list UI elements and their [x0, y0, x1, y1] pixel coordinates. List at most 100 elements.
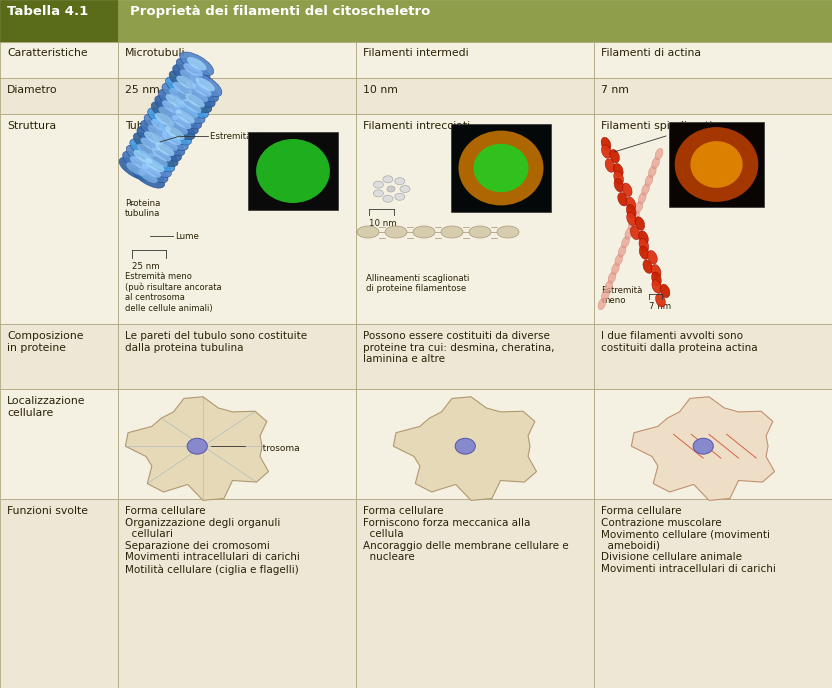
Ellipse shape	[126, 145, 160, 169]
Ellipse shape	[614, 178, 624, 192]
Bar	[356, 389, 594, 499]
Bar	[356, 42, 594, 78]
Text: Forma cellulare
Forniscono forza meccanica alla
  cellula
Ancoraggio delle membr: Forma cellulare Forniscono forza meccani…	[363, 506, 568, 562]
Ellipse shape	[179, 89, 212, 113]
Bar	[594, 499, 832, 688]
Ellipse shape	[175, 94, 209, 118]
Bar	[356, 114, 594, 324]
Ellipse shape	[168, 105, 201, 129]
Ellipse shape	[617, 193, 627, 206]
Ellipse shape	[144, 131, 164, 144]
Ellipse shape	[144, 114, 178, 138]
Ellipse shape	[610, 149, 620, 163]
Text: Filamenti di actina: Filamenti di actina	[601, 48, 701, 58]
Ellipse shape	[148, 137, 181, 161]
Ellipse shape	[631, 226, 640, 239]
Ellipse shape	[173, 65, 206, 88]
Ellipse shape	[130, 156, 150, 169]
Ellipse shape	[605, 281, 612, 292]
Text: 7 nm: 7 nm	[601, 85, 629, 95]
Ellipse shape	[138, 169, 157, 183]
Bar	[118, 324, 356, 389]
Ellipse shape	[169, 120, 188, 134]
Ellipse shape	[639, 246, 649, 259]
Ellipse shape	[158, 107, 178, 120]
Ellipse shape	[639, 238, 649, 252]
Ellipse shape	[126, 162, 146, 175]
Text: Estremità
meno: Estremità meno	[601, 286, 642, 305]
Ellipse shape	[655, 148, 663, 160]
Ellipse shape	[631, 210, 640, 222]
Text: Estremità più: Estremità più	[210, 132, 268, 141]
Ellipse shape	[648, 166, 656, 178]
Ellipse shape	[385, 226, 407, 238]
Ellipse shape	[179, 105, 198, 118]
Polygon shape	[394, 397, 537, 500]
Ellipse shape	[473, 144, 528, 192]
Ellipse shape	[615, 254, 622, 266]
Ellipse shape	[628, 219, 636, 230]
Text: 10 nm: 10 nm	[369, 219, 397, 228]
Ellipse shape	[383, 195, 393, 202]
Ellipse shape	[162, 100, 181, 114]
Ellipse shape	[626, 204, 636, 218]
Ellipse shape	[133, 133, 167, 156]
Ellipse shape	[612, 263, 619, 275]
Ellipse shape	[137, 144, 156, 157]
Ellipse shape	[675, 127, 758, 202]
Ellipse shape	[137, 127, 171, 150]
Ellipse shape	[130, 139, 164, 162]
Ellipse shape	[155, 113, 175, 126]
Ellipse shape	[613, 163, 623, 177]
Text: Localizzazione
cellulare: Localizzazione cellulare	[7, 396, 86, 418]
Bar	[118, 114, 356, 324]
Ellipse shape	[141, 148, 175, 172]
Ellipse shape	[458, 131, 543, 206]
Ellipse shape	[161, 116, 195, 140]
Text: Allineamenti scaglionati
di proteine filamentose: Allineamenti scaglionati di proteine fil…	[366, 274, 469, 293]
Ellipse shape	[622, 183, 632, 197]
Bar	[0, 0, 118, 42]
Ellipse shape	[622, 237, 629, 248]
Text: Tubulo cavo: Tubulo cavo	[125, 121, 190, 131]
Ellipse shape	[155, 126, 188, 151]
Ellipse shape	[455, 438, 475, 454]
Bar	[594, 114, 832, 324]
Ellipse shape	[394, 193, 404, 200]
Ellipse shape	[169, 71, 203, 94]
Ellipse shape	[162, 131, 181, 145]
Bar	[451, 124, 551, 212]
Text: Estremità meno
(può risultare ancorata
al centrosoma
delle cellule animali): Estremità meno (può risultare ancorata a…	[125, 272, 221, 313]
Bar	[0, 114, 118, 324]
Ellipse shape	[413, 226, 435, 238]
Text: Estremità più: Estremità più	[669, 128, 726, 137]
Ellipse shape	[180, 52, 214, 76]
Ellipse shape	[183, 63, 203, 76]
Text: Struttura: Struttura	[7, 121, 56, 131]
Text: Tabella 4.1: Tabella 4.1	[7, 6, 88, 19]
Text: Possono essere costituiti da diverse
proteine tra cui: desmina, cheratina,
lamin: Possono essere costituiti da diverse pro…	[363, 331, 554, 364]
Ellipse shape	[598, 299, 606, 310]
Ellipse shape	[186, 94, 205, 107]
Ellipse shape	[441, 226, 463, 238]
Text: 25 nm: 25 nm	[132, 262, 160, 271]
Ellipse shape	[651, 264, 661, 278]
Ellipse shape	[166, 126, 185, 140]
Bar	[669, 122, 764, 207]
Ellipse shape	[131, 164, 165, 188]
Ellipse shape	[497, 226, 519, 238]
Ellipse shape	[608, 272, 616, 283]
Text: 10 nm: 10 nm	[363, 85, 398, 95]
Bar	[356, 499, 594, 688]
Ellipse shape	[162, 83, 196, 107]
Ellipse shape	[639, 230, 648, 244]
Ellipse shape	[189, 88, 208, 102]
Ellipse shape	[256, 139, 330, 203]
Text: Filamenti spiralizzati: Filamenti spiralizzati	[601, 121, 712, 131]
Ellipse shape	[693, 438, 713, 454]
Text: Caratteristiche: Caratteristiche	[7, 48, 87, 58]
Ellipse shape	[400, 186, 410, 193]
Ellipse shape	[141, 138, 160, 151]
Ellipse shape	[647, 250, 657, 264]
Ellipse shape	[156, 142, 175, 156]
